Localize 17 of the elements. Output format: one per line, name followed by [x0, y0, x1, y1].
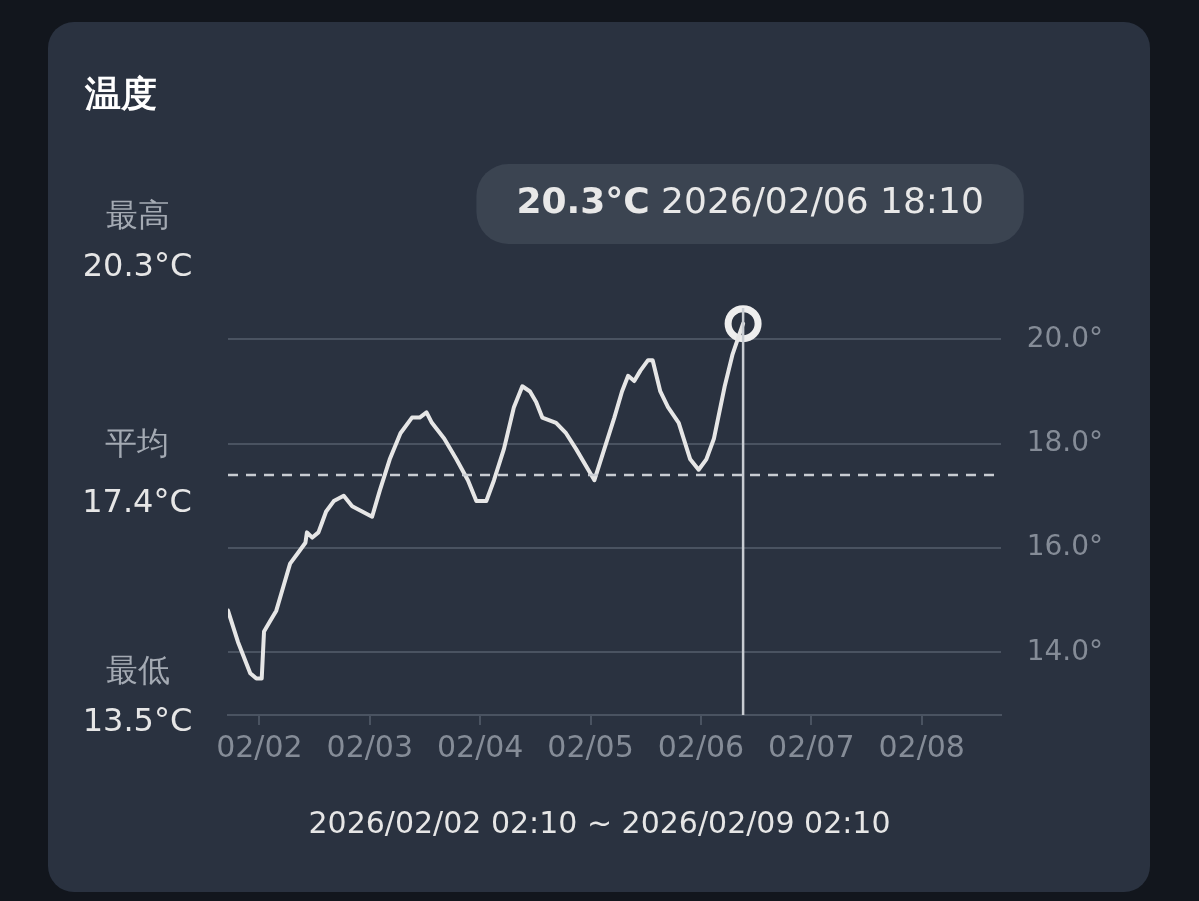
- x-tick-label: 02/08: [878, 728, 965, 764]
- x-tick-label: 02/06: [657, 728, 745, 764]
- x-tick-label: 02/07: [768, 728, 855, 764]
- x-tick-label: 02/03: [326, 728, 414, 764]
- y-tick-label: 14.0°: [1026, 633, 1103, 667]
- y-tick-label: 18.0°: [1026, 424, 1103, 458]
- x-tick-label: 02/02: [216, 728, 303, 764]
- y-tick-label: 16.0°: [1026, 529, 1103, 563]
- annotation: 20.3°C 2026/02/06 18:10: [516, 180, 984, 222]
- x-tick-label: 02/05: [547, 728, 634, 764]
- y-tick-label: 20.0°: [1026, 320, 1103, 354]
- text: 最高 20.3°C: [81, 195, 194, 286]
- ref-line-label: 平均 17.4°C: [82, 424, 192, 521]
- chart-title: 温度: [85, 72, 157, 116]
- text: 2026/02/02 02:10 ~ 2026/02/09 02:10: [307, 805, 892, 840]
- x-tick-label: 02/04: [436, 728, 524, 764]
- text: 最低 13.5°C: [81, 650, 194, 739]
